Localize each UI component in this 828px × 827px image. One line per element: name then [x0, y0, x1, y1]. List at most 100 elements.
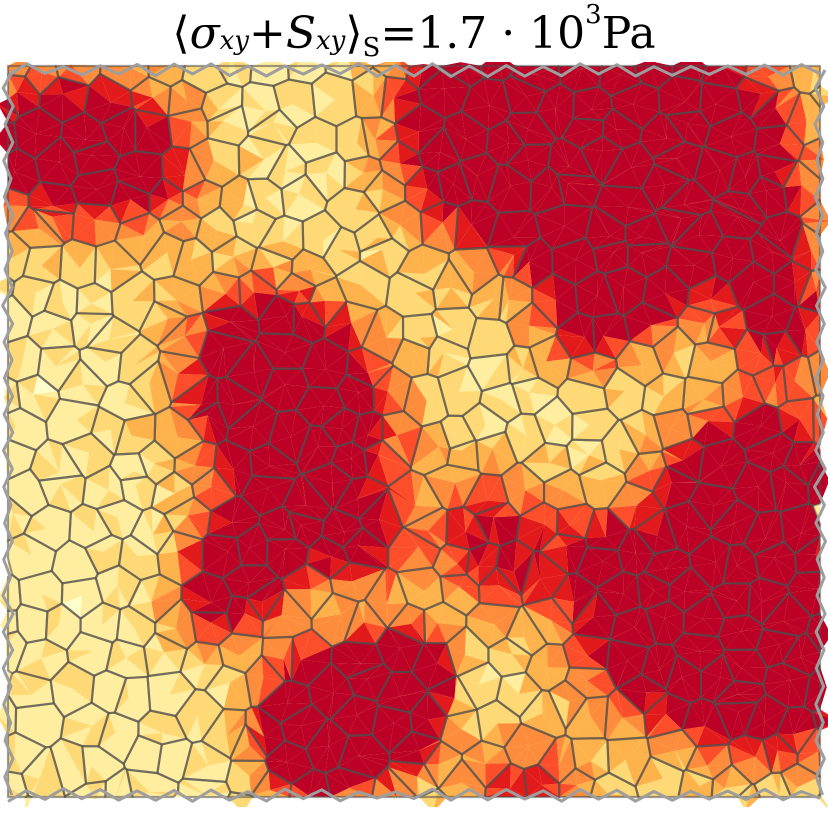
stress-facet — [393, 712, 412, 732]
stress-facet — [310, 406, 324, 427]
stress-facet — [645, 415, 664, 450]
stress-facet — [603, 129, 623, 149]
stress-facet — [476, 298, 500, 320]
stress-facet — [471, 224, 488, 248]
stress-facet — [291, 259, 311, 273]
stress-facet — [332, 593, 359, 614]
stress-facet — [282, 506, 289, 530]
stress-facet — [21, 773, 40, 796]
stress-facet — [372, 722, 394, 754]
stress-facet — [652, 466, 672, 492]
stress-facet — [182, 80, 206, 101]
stress-facet — [111, 292, 133, 315]
stress-facet — [654, 213, 682, 244]
title-unit: Pa — [601, 7, 656, 59]
stress-facet — [202, 534, 229, 552]
stress-facet — [325, 773, 349, 797]
stress-facet — [569, 509, 595, 539]
stress-facet — [154, 437, 178, 459]
stress-facet — [561, 118, 591, 138]
stress-facet — [746, 329, 764, 354]
stress-facet — [713, 199, 741, 210]
stress-facet — [142, 507, 153, 535]
stress-facet — [35, 283, 54, 311]
stress-facet — [610, 96, 634, 109]
stress-facet — [728, 744, 756, 765]
stress-facet — [683, 612, 704, 634]
stress-facet — [0, 99, 19, 117]
stress-facet — [248, 135, 286, 160]
stress-facet — [477, 153, 499, 176]
stress-facet — [62, 302, 77, 321]
stress-facet — [592, 317, 604, 353]
stress-facet — [744, 66, 769, 77]
stress-facet — [493, 502, 520, 518]
stress-facet — [357, 476, 389, 499]
stress-facet — [358, 753, 390, 761]
stress-facet — [19, 107, 40, 135]
stress-facet — [375, 117, 395, 140]
stress-facet — [157, 551, 178, 575]
stress-facet — [393, 89, 422, 105]
stress-facet — [455, 470, 482, 483]
stress-facet — [331, 646, 362, 664]
stress-facet — [388, 546, 419, 568]
stress-facet — [196, 230, 217, 252]
stress-facet — [98, 403, 125, 407]
stress-facet — [566, 545, 588, 573]
stress-facet — [623, 571, 637, 594]
stress-facet — [567, 378, 604, 399]
stress-facet — [72, 675, 95, 703]
stress-facet — [494, 607, 520, 638]
stress-facet — [259, 487, 283, 516]
stress-facet — [59, 152, 79, 176]
stress-facet — [62, 243, 80, 269]
stress-facet — [744, 425, 782, 450]
stress-facet — [276, 295, 295, 316]
stress-facet — [80, 618, 103, 632]
stress-facet — [311, 593, 341, 620]
stress-facet — [794, 380, 817, 399]
title-langle: ⟨ — [172, 7, 190, 59]
stress-facet — [683, 204, 711, 216]
stress-facet — [555, 108, 574, 138]
stress-facet — [223, 121, 249, 136]
stress-facet — [499, 300, 509, 323]
stress-facet — [551, 237, 586, 260]
stress-facet — [767, 644, 783, 668]
stress-facet — [217, 378, 235, 405]
stress-facet — [105, 353, 122, 382]
stress-facet — [388, 486, 416, 506]
stress-facet — [396, 567, 433, 591]
stress-facet — [232, 582, 250, 598]
stress-facet — [358, 755, 390, 767]
stress-facet — [70, 64, 101, 74]
stress-facet — [642, 277, 666, 303]
stress-facet — [8, 513, 24, 541]
stress-facet — [741, 667, 768, 685]
stress-facet — [787, 185, 802, 217]
stress-facet — [284, 384, 309, 410]
stress-facet — [488, 105, 507, 130]
stress-facet — [548, 166, 558, 188]
stress-facet — [134, 346, 161, 366]
stress-facet — [411, 643, 438, 672]
stress-facet — [288, 505, 324, 521]
stress-facet — [440, 729, 462, 741]
stress-facet — [282, 479, 306, 507]
stress-facet — [8, 295, 33, 318]
stress-facet — [694, 147, 720, 180]
stress-facet — [202, 313, 231, 331]
stress-facet — [263, 736, 286, 757]
stress-facet — [362, 519, 389, 548]
stress-facet — [94, 670, 113, 693]
stress-facet — [286, 762, 314, 784]
stress-facet — [291, 636, 301, 681]
stress-facet — [168, 191, 183, 206]
stress-facet — [114, 156, 141, 177]
stress-facet — [182, 778, 227, 796]
stress-facet — [479, 603, 520, 625]
stress-facet — [187, 415, 208, 442]
stress-facet — [448, 415, 463, 441]
stress-facet — [330, 715, 357, 736]
